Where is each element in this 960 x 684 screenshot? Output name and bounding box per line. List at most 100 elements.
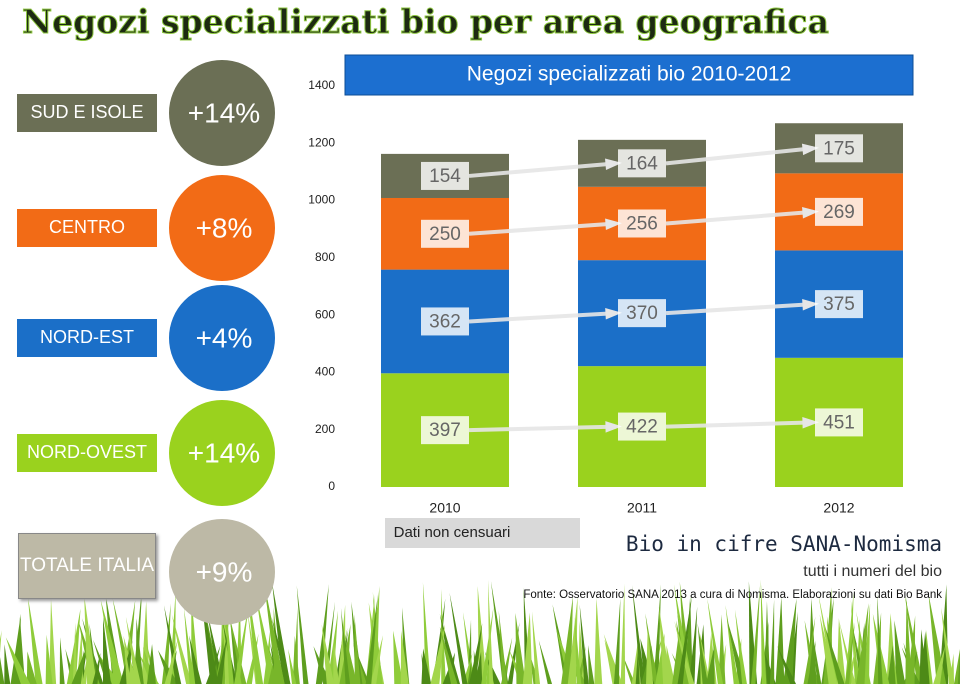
trend-arrow (468, 424, 617, 433)
grass-blade (215, 637, 227, 684)
grass-blade (71, 649, 86, 684)
grass-blade (621, 653, 636, 684)
grass-blade (823, 621, 845, 684)
grass-blade (164, 639, 178, 684)
grass-blade (803, 616, 816, 684)
grass-blade (271, 617, 291, 684)
grass-blade (894, 620, 906, 684)
grass-blade (646, 627, 654, 684)
grass-blade (354, 614, 361, 684)
grass-blade (645, 613, 659, 684)
grass-blade (92, 652, 101, 684)
x-tick-label: 2011 (627, 500, 657, 516)
trend-arrow (468, 221, 617, 236)
value-label: 256 (626, 214, 658, 235)
grass-blade (777, 645, 797, 684)
trend-arrow-head (605, 158, 622, 170)
grass-blade (89, 623, 99, 684)
grass-blade (288, 649, 297, 684)
grass-blade (677, 595, 692, 684)
grass-blade (718, 614, 726, 684)
grass-blade (45, 634, 53, 684)
value-label-box (421, 416, 469, 445)
y-tick-label: 600 (315, 307, 335, 321)
grass-blade (844, 622, 855, 684)
grass-blade (72, 622, 77, 684)
trend-arrow (665, 209, 814, 226)
legend-fill (18, 95, 156, 131)
grass-blade (135, 618, 144, 684)
value-label-box (618, 299, 666, 328)
grass-blade (632, 585, 646, 684)
grass-blade (705, 645, 715, 684)
grass-blade (93, 639, 113, 684)
grass-blade (877, 593, 883, 684)
note-box (385, 518, 580, 548)
value-label: 362 (429, 311, 461, 332)
grass-blade (818, 593, 838, 684)
grass-blade (370, 635, 384, 684)
grass-blade (658, 606, 672, 684)
y-tick-label: 200 (315, 422, 335, 436)
grass-blade (515, 612, 526, 684)
grass-blade (321, 624, 335, 684)
y-tick-label: 800 (315, 250, 335, 264)
footer-tagline: tutti i numeri del bio (803, 563, 942, 580)
value-label-box (815, 290, 863, 319)
grass-blade (807, 640, 816, 684)
grass-blade (97, 652, 121, 684)
grass-blade (224, 593, 234, 684)
grass-blade (552, 604, 572, 684)
grass-blade (393, 630, 404, 684)
grass-blade (933, 646, 946, 684)
grass-blade (205, 645, 221, 684)
grass-blade (872, 613, 890, 684)
grass-blade (171, 614, 193, 684)
grass-blade (27, 596, 43, 684)
change-label: +4% (196, 322, 253, 353)
change-label: +8% (196, 212, 253, 243)
grass-blade (66, 608, 81, 684)
trend-arrow-head (605, 421, 622, 433)
chart-title-box (344, 54, 914, 96)
grass-blade (957, 652, 960, 684)
grass-decoration (0, 579, 960, 684)
trend-arrow-head (802, 416, 819, 429)
grass-blade (439, 613, 461, 684)
value-label: 269 (823, 202, 855, 223)
grass-blade (0, 657, 5, 684)
grass-blade (764, 652, 776, 684)
value-label-box (815, 134, 863, 163)
grass-blade (904, 593, 924, 684)
value-label: 370 (626, 303, 658, 324)
grass-blade (674, 584, 693, 684)
value-label: 375 (823, 294, 855, 315)
legend-label: NORD-OVEST (27, 442, 147, 462)
grass-blade (474, 651, 483, 684)
y-tick-label: 1000 (308, 193, 335, 207)
grass-blade (421, 652, 428, 684)
grass-blade (4, 644, 11, 684)
grass-blade (538, 640, 553, 684)
x-tick-label: 2012 (823, 500, 854, 516)
change-circle (169, 285, 275, 391)
grass-blade (5, 637, 31, 684)
value-label: 250 (429, 224, 461, 245)
grass-blade (163, 605, 182, 684)
grass-blade (132, 581, 143, 684)
value-label-box (421, 307, 469, 336)
value-label-box (421, 219, 469, 248)
grass-blade (941, 607, 955, 684)
trend-arrow (468, 161, 617, 178)
grass-blade (529, 652, 540, 684)
grass-blade (315, 584, 329, 684)
grass-blade (347, 641, 358, 684)
grass-blade (59, 637, 65, 684)
grass-blade (0, 630, 2, 653)
grass-blade (296, 585, 309, 684)
grass-blade (146, 643, 156, 684)
grass-blade (613, 598, 621, 684)
total-label: TOTALE ITALIA (18, 533, 156, 599)
trend-arrow (665, 302, 814, 316)
